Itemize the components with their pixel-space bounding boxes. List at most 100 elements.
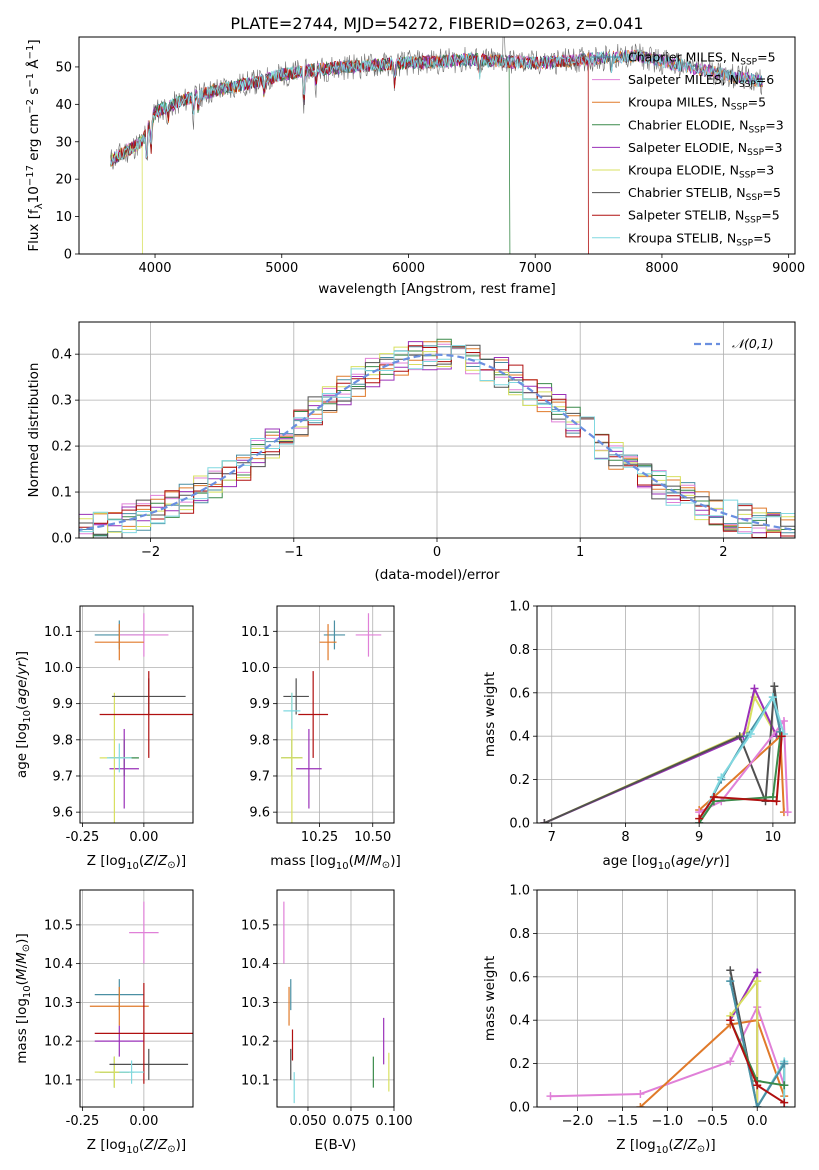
marker xyxy=(735,732,744,741)
mass_age-axes: 10.25 10.50 9.6 9.7 9.8 9.9 10.0 10.1 mass [log1… xyxy=(241,605,401,872)
x-tick-label: 0.0 xyxy=(747,1114,768,1129)
y-tick-label: 9.6 xyxy=(249,806,270,821)
x-axis-label: age [log10(age/yr)] xyxy=(602,853,729,872)
x-tick-label: 8 xyxy=(621,830,629,845)
y-tick-label: 10.2 xyxy=(44,1035,73,1050)
histogram-kro_stelib xyxy=(79,345,795,538)
y-axis-label: mass weight xyxy=(482,956,498,1041)
errorbar-cha_stelib xyxy=(283,678,309,715)
x-tick-label: −2.0 xyxy=(562,1114,594,1129)
marker xyxy=(780,1059,789,1068)
marker xyxy=(636,1089,645,1098)
marker xyxy=(540,819,549,823)
residuals-axes: −2 −1 0 1 2 0.0 0.1 0.2 0.3 0.4 𝒩(0,1) (data-model)… xyxy=(26,321,796,583)
x-axis-label: Z [log10(Z/Z⊙)] xyxy=(87,1137,186,1156)
x-tick-label: −1 xyxy=(284,545,303,560)
x-axis-label: Z [log10(Z/Z⊙)] xyxy=(616,1137,715,1156)
y-tick-label: 9.8 xyxy=(52,733,73,748)
x-axis-label: wavelength [Angstrom, rest frame] xyxy=(318,281,556,297)
errorbar-kro_miles xyxy=(319,624,337,661)
marker xyxy=(695,814,704,823)
y-axis-label: mass weight xyxy=(482,672,498,757)
legend-label-normal: 𝒩(0,1) xyxy=(732,336,774,351)
marker xyxy=(726,1016,735,1025)
x-axis-label: Z [log10(Z/Z⊙)] xyxy=(87,853,186,872)
x-axis-label: mass [log10(M/M⊙)] xyxy=(270,853,400,872)
y-tick-label: 0.2 xyxy=(509,773,530,788)
weight-series-cha_miles xyxy=(726,977,789,1107)
y-tick-label: 9.9 xyxy=(52,697,73,712)
x-tick-label: −1.0 xyxy=(652,1114,684,1129)
y-tick-label: 0.4 xyxy=(509,730,530,745)
errorbar-kro_stelib xyxy=(107,743,132,773)
z_age-plot xyxy=(94,613,193,823)
errorbar-kro_stelib xyxy=(283,692,301,729)
x-tick-label: 10 xyxy=(765,830,782,845)
marker xyxy=(636,1103,645,1107)
y-tick-label: 40 xyxy=(55,98,72,113)
y-tick-label: 9.8 xyxy=(249,733,270,748)
y-tick-label: 0.3 xyxy=(51,394,72,409)
z_mass-axes: -0.25 0.00 10.1 10.2 10.3 10.4 10.5 Z [log10(Z/… xyxy=(14,889,194,1156)
spectrum-axes: 4000 5000 6000 7000 8000 9000 0 10 20 30 40 50 wavel… xyxy=(25,36,805,297)
x-tick-label: 5000 xyxy=(265,261,298,276)
marker xyxy=(726,966,735,975)
spectrum-plot xyxy=(110,37,764,254)
y-tick-label: 0.2 xyxy=(509,1057,530,1072)
axes-frame xyxy=(78,321,796,539)
age_weight-axes: 7 8 9 10 0.0 0.2 0.4 0.6 0.8 1.0 age [log10(age/yr… xyxy=(482,600,796,872)
y-tick-label: 10.4 xyxy=(241,957,270,972)
y-tick-label: 10.0 xyxy=(241,661,270,676)
y-tick-label: 10.1 xyxy=(241,1073,270,1088)
y-tick-label: 10 xyxy=(55,210,72,225)
legend-label-sal_stelib: Salpeter STELIB, NSSP=5 xyxy=(628,208,780,226)
marker xyxy=(753,968,762,977)
y-tick-label: 0.8 xyxy=(509,643,530,658)
errorbar-sal_stelib xyxy=(99,671,193,758)
legend-label-kro_stelib: Kroupa STELIB, NSSP=5 xyxy=(628,230,772,248)
y-axis-label: Flux [fλ10−17 erg cm−2 s−1 Å−1] xyxy=(25,39,45,251)
x-tick-label: -0.25 xyxy=(66,830,100,845)
y-tick-label: 10.1 xyxy=(241,625,270,640)
axes-frame xyxy=(79,889,194,1108)
model-spectrum-cha_elodie xyxy=(110,52,511,254)
marker xyxy=(726,1057,735,1066)
z_mass-plot xyxy=(89,901,193,1088)
errorbar-sal_elodie xyxy=(296,728,322,809)
y-tick-label: 1.0 xyxy=(509,600,530,615)
marker xyxy=(783,808,792,817)
y-tick-label: 9.7 xyxy=(52,769,73,784)
x-tick-label: 0 xyxy=(433,545,441,560)
y-tick-label: 0.4 xyxy=(509,1014,530,1029)
x-tick-label: 2 xyxy=(719,545,727,560)
marker xyxy=(780,1098,789,1107)
legend-label-cha_elodie: Chabrier ELODIE, NSSP=3 xyxy=(628,117,784,135)
x-tick-label: -0.25 xyxy=(66,1114,100,1129)
errorbar-sal_elodie xyxy=(94,1025,144,1057)
errorbar-kro_miles xyxy=(89,986,149,1026)
marker xyxy=(750,684,759,693)
errorbar-cha_miles xyxy=(323,620,346,650)
x-tick-label: 10.50 xyxy=(354,830,391,845)
age_weight-plot xyxy=(540,682,792,823)
figure-title: PLATE=2744, MJD=54272, FIBERID=0263, z=0… xyxy=(230,14,643,33)
marker xyxy=(753,1081,762,1090)
axes-frame xyxy=(536,605,796,824)
weight-series-kro_elodie xyxy=(540,693,781,823)
weight-series-sal_elodie xyxy=(540,684,781,823)
x-tick-label: 0.075 xyxy=(332,1114,369,1129)
marker xyxy=(779,717,788,726)
marker xyxy=(546,1092,555,1101)
legend-label-sal_elodie: Salpeter ELODIE, NSSP=3 xyxy=(628,140,782,158)
axes-frame xyxy=(79,605,194,824)
y-tick-label: 0.1 xyxy=(51,486,72,501)
x-tick-label: −0.5 xyxy=(697,1114,729,1129)
y-tick-label: 50 xyxy=(55,60,72,75)
marker xyxy=(780,1081,789,1090)
y-tick-label: 9.6 xyxy=(52,806,73,821)
legend-label-cha_miles: Chabrier MILES, NSSP=5 xyxy=(628,50,776,68)
y-axis-label: age [log10(age/yr)] xyxy=(14,651,33,778)
y-tick-label: 10.0 xyxy=(44,661,73,676)
errorbar-cha_stelib xyxy=(109,1048,189,1080)
x-tick-label: 6000 xyxy=(392,261,425,276)
